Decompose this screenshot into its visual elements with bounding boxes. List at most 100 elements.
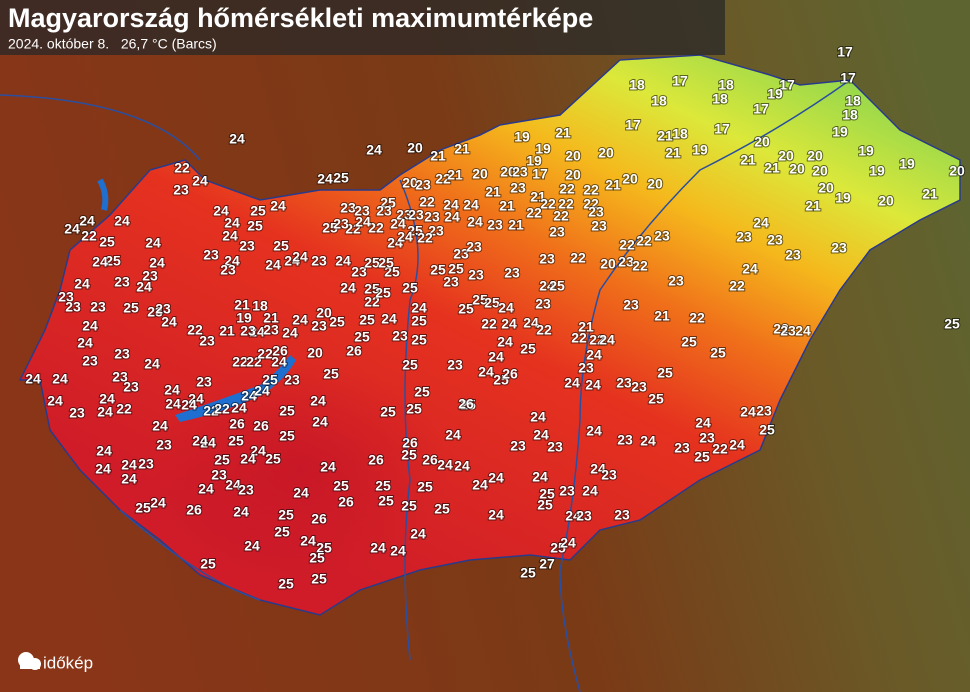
station-temperature: 24: [114, 213, 130, 229]
station-temperature: 24: [795, 323, 811, 339]
station-temperature: 23: [453, 246, 469, 262]
station-temperature: 24: [539, 278, 555, 294]
station-temperature: 24: [530, 409, 546, 425]
station-temperature: 19: [858, 143, 874, 159]
station-temperature: 21: [805, 198, 821, 214]
title: Magyarország hőmérsékleti maximumtérképe: [8, 3, 593, 33]
station-temperature: 24: [340, 280, 356, 296]
station-temperature: 23: [767, 232, 783, 248]
station-temperature: 24: [200, 435, 216, 451]
station-temperature: 25: [380, 404, 396, 420]
station-temperature: 23: [487, 217, 503, 233]
station-temperature: 23: [156, 437, 172, 453]
station-temperature: 23: [504, 265, 520, 281]
station-temperature: 23: [780, 323, 796, 339]
station-temperature: 23: [138, 456, 154, 472]
station-temperature: 21: [764, 160, 780, 176]
station-temperature: 24: [165, 396, 181, 412]
station-temperature: 19: [692, 142, 708, 158]
station-temperature: 24: [152, 418, 168, 434]
station-temperature: 25: [316, 540, 332, 556]
station-temperature: 23: [428, 223, 444, 239]
station-temperature: 27: [539, 556, 555, 572]
station-temperature: 21: [447, 167, 463, 183]
station-temperature: 24: [488, 470, 504, 486]
station-temperature: 26: [402, 435, 418, 451]
station-temperature: 25: [262, 372, 278, 388]
station-temperature: 23: [238, 482, 254, 498]
station-temperature: 23: [468, 267, 484, 283]
station-temperature: 23: [618, 254, 634, 270]
station-temperature: 23: [173, 182, 189, 198]
station-temperature: 24: [64, 221, 80, 237]
station-temperature: 17: [625, 117, 641, 133]
station-temperature: 25: [265, 451, 281, 467]
station-temperature: 25: [274, 524, 290, 540]
station-temperature: 24: [564, 375, 580, 391]
station-temperature: 25: [99, 234, 115, 250]
station-temperature: 25: [329, 314, 345, 330]
station-temperature: 25: [364, 255, 380, 271]
station-temperature: 24: [586, 423, 602, 439]
station-temperature: 24: [310, 393, 326, 409]
station-temperature: 23: [147, 304, 163, 320]
station-temperature: 22: [364, 294, 380, 310]
station-temperature: 24: [390, 216, 406, 232]
station-temperature: 24: [192, 173, 208, 189]
station-temperature: 23: [510, 180, 526, 196]
station-temperature: 17: [672, 73, 688, 89]
station-temperature: 25: [417, 479, 433, 495]
station-temperature: 21: [530, 189, 546, 205]
station-temperature: 24: [244, 538, 260, 554]
station-temperature: 26: [311, 511, 327, 527]
station-temperature: 20: [500, 164, 516, 180]
station-temperature: 18: [252, 298, 268, 314]
station-temperature: 23: [65, 299, 81, 315]
station-temperature: 23: [340, 200, 356, 216]
station-temperature: 24: [355, 214, 371, 230]
station-temperature: 25: [322, 220, 338, 236]
station-temperature: 24: [47, 393, 63, 409]
station-temperature: 24: [478, 364, 494, 380]
station-temperature: 23: [616, 375, 632, 391]
station-temperature: 22: [553, 208, 569, 224]
station-temperature: 23: [668, 273, 684, 289]
station-temperature: 23: [591, 218, 607, 234]
station-temperature: 25: [448, 261, 464, 277]
station-temperature: 25: [411, 313, 427, 329]
station-temperature: 23: [354, 203, 370, 219]
station-temperature: 25: [278, 576, 294, 592]
station-temperature: 24: [532, 469, 548, 485]
station-temperature: 21: [657, 128, 673, 144]
station-temperature: 24: [188, 391, 204, 407]
station-temperature: 21: [485, 184, 501, 200]
station-temperature: 22: [481, 316, 497, 332]
station-temperature: 25: [359, 312, 375, 328]
station-temperature: 22: [419, 194, 435, 210]
station-temperature: 23: [240, 323, 256, 339]
station-temperature: 25: [375, 285, 391, 301]
title-box: [0, 0, 725, 55]
station-temperature: 25: [105, 253, 121, 269]
station-temperature: 23: [69, 405, 85, 421]
station-temperature: 24: [82, 318, 98, 334]
station-temperature: 19: [869, 163, 885, 179]
station-temperature: 26: [368, 452, 384, 468]
station-temperature: 22: [536, 322, 552, 338]
station-temperature: 24: [320, 459, 336, 475]
station-temperature: 23: [447, 357, 463, 373]
station-temperature: 23: [549, 224, 565, 240]
station-temperature: 24: [241, 388, 257, 404]
station-temperature: 25: [214, 452, 230, 468]
station-temperature: 24: [729, 437, 745, 453]
station-temperature: 23: [631, 379, 647, 395]
station-temperature: 24: [25, 371, 41, 387]
station-temperature: 19: [236, 310, 252, 326]
station-temperature: 18: [845, 93, 861, 109]
station-temperature: 24: [523, 315, 539, 331]
station-temperature: 24: [225, 477, 241, 493]
station-temperature: 23: [623, 297, 639, 313]
station-temperature: 24: [445, 427, 461, 443]
station-temperature: 25: [430, 262, 446, 278]
